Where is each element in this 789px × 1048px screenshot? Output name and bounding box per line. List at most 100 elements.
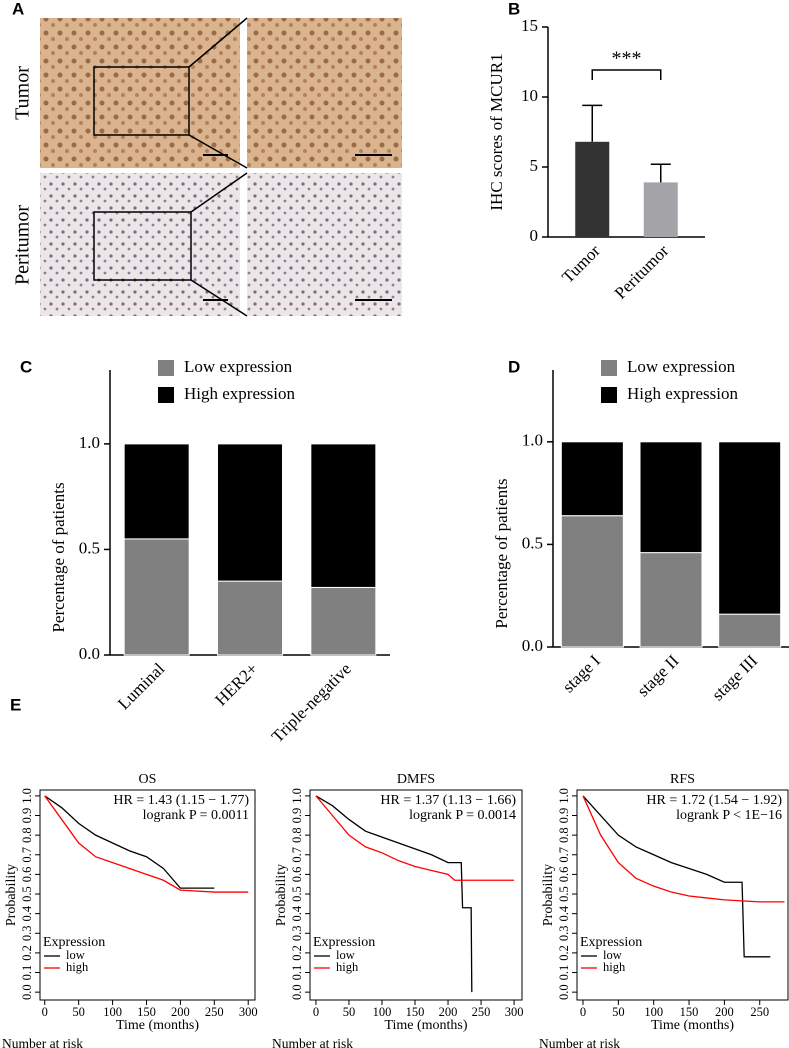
survival-curve <box>582 795 771 958</box>
x-tick-label: 250 <box>472 1005 491 1019</box>
y-tick-label: 1.0 <box>290 788 304 804</box>
y-tick-label: 0.1 <box>20 965 34 981</box>
y-axis-label: Percentage of patients <box>492 478 511 628</box>
bar-segment <box>718 441 782 615</box>
y-tick-label: 0.6 <box>20 867 34 883</box>
y-tick-label: 15 <box>521 16 538 35</box>
y-axis-label: IHC scores of MCUR1 <box>487 53 506 210</box>
bar <box>575 141 610 237</box>
survival-curve <box>582 795 785 903</box>
bar <box>643 182 678 237</box>
legend-label: High expression <box>627 384 738 403</box>
y-tick-label: 0.5 <box>79 538 100 557</box>
y-tick-label: 0.6 <box>557 867 571 883</box>
legend-swatch <box>601 387 617 403</box>
chart-title: OS <box>139 772 157 787</box>
x-tick-label: Tumor <box>558 241 604 287</box>
x-tick-label: 300 <box>239 1005 258 1019</box>
plot-frame <box>576 789 789 1001</box>
y-tick-label: 0.5 <box>290 886 304 902</box>
x-tick-label: stage III <box>708 651 761 704</box>
legend-title: Expression <box>580 935 642 950</box>
x-tick-label: 200 <box>715 1005 734 1019</box>
bar-segment <box>123 538 190 656</box>
x-tick-label: 200 <box>171 1005 190 1019</box>
x-tick-label: 100 <box>373 1005 392 1019</box>
panel-a-images <box>40 17 402 317</box>
panel-label: C <box>20 357 32 376</box>
y-tick-label: 0.1 <box>290 965 304 981</box>
panel-label: D <box>508 357 520 376</box>
y-tick-label: 10 <box>521 86 538 105</box>
x-tick-label: 150 <box>137 1005 156 1019</box>
bar-segment <box>560 441 624 517</box>
legend-label: High expression <box>184 384 295 403</box>
y-tick-label: 0.7 <box>557 847 571 863</box>
bar-segment <box>639 441 703 554</box>
y-tick-label: 0.5 <box>522 533 543 552</box>
annotation: HR = 1.72 (1.54 − 1.92) <box>646 793 782 808</box>
y-tick-label: 0.5 <box>20 886 34 902</box>
legend-swatch <box>158 387 174 403</box>
annotation: logrank P = 0.0014 <box>409 808 516 823</box>
bar-segment <box>217 580 283 656</box>
x-axis-label: Time (months) <box>651 1018 734 1033</box>
survival-curve <box>315 795 473 993</box>
x-tick-label: 300 <box>505 1005 524 1019</box>
y-tick-label: 0.4 <box>290 905 304 921</box>
legend-swatch <box>158 360 174 376</box>
panel-label: E <box>10 695 21 714</box>
bar-segment <box>123 443 190 540</box>
y-tick-label: 5 <box>530 156 539 175</box>
y-tick-label: 0.4 <box>20 905 34 921</box>
risk-table-title: Number at risk <box>2 1036 83 1048</box>
panel-label: A <box>12 0 24 18</box>
panel-label: B <box>508 0 520 18</box>
x-tick-label: 0 <box>42 1005 48 1019</box>
y-tick-label: 1.0 <box>20 788 34 804</box>
risk-table-title: Number at risk <box>539 1036 620 1048</box>
y-tick-label: 0.3 <box>557 925 571 941</box>
x-tick-label: Luminal <box>114 659 168 713</box>
x-tick-label: 200 <box>439 1005 458 1019</box>
significance-bracket <box>591 69 662 80</box>
y-tick-label: 0.2 <box>290 945 304 961</box>
y-tick-label: 0.2 <box>20 945 34 961</box>
legend-label: low <box>336 948 355 962</box>
x-tick-label: 250 <box>205 1005 224 1019</box>
annotation: logrank P = 0.0011 <box>143 808 249 823</box>
chart-title: RFS <box>670 772 695 787</box>
row-label: Peritumor <box>12 205 34 285</box>
y-axis-label: Probability <box>274 864 289 926</box>
x-tick-label: 50 <box>612 1005 625 1019</box>
x-tick-label: 0 <box>580 1005 586 1019</box>
y-tick-label: 0.9 <box>290 808 304 824</box>
plot-frame <box>309 789 523 1001</box>
y-axis-label: Probability <box>541 864 556 926</box>
error-bar <box>650 163 671 183</box>
x-tick-label: 150 <box>680 1005 699 1019</box>
survival-curve <box>315 795 515 881</box>
legend-label: Low expression <box>184 357 293 376</box>
y-axis-label: Percentage of patients <box>49 482 68 632</box>
y-tick-label: 1.0 <box>557 788 571 804</box>
x-tick-label: 50 <box>343 1005 356 1019</box>
survival-curve <box>44 795 215 889</box>
x-tick-label: Peritumor <box>611 241 673 303</box>
y-tick-label: 0 <box>530 226 539 245</box>
y-tick-label: 0.4 <box>557 905 571 921</box>
bar-segment <box>560 515 624 648</box>
y-axis-label: Probability <box>4 864 19 926</box>
legend-label: low <box>603 948 622 962</box>
y-tick-label: 0.3 <box>20 925 34 941</box>
x-tick-label: 50 <box>72 1005 85 1019</box>
y-tick-label: 0.7 <box>290 847 304 863</box>
bar-segment <box>718 613 782 648</box>
x-tick-label: 100 <box>103 1005 122 1019</box>
y-tick-label: 0.9 <box>20 808 34 824</box>
row-label: Tumor <box>12 66 34 120</box>
y-tick-label: 0.8 <box>290 827 304 843</box>
legend-label: low <box>66 948 85 962</box>
bar-segment <box>310 443 377 588</box>
